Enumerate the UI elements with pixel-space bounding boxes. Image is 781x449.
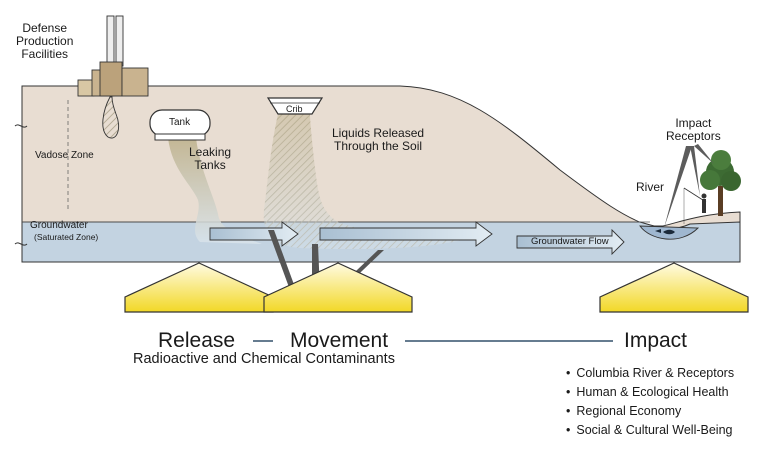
- receptor-pointers: [664, 144, 714, 228]
- impact-item-text: Human & Ecological Health: [576, 385, 729, 399]
- leaking-line-1: Leaking: [189, 145, 232, 159]
- impact-list: Columbia River & Receptors Human & Ecolo…: [566, 364, 734, 440]
- facilities-label: Defense Production Facilities: [16, 21, 74, 62]
- saturated-zone-label: (Saturated Zone): [34, 232, 99, 242]
- vadose-zone-label: Vadose Zone: [35, 150, 94, 161]
- impact-item-text: Social & Cultural Well-Being: [576, 423, 733, 437]
- groundwater-flow-label: Groundwater Flow: [531, 236, 609, 247]
- contaminants-subtitle: Radioactive and Chemical Contaminants: [133, 351, 395, 367]
- tank-icon: [149, 109, 211, 141]
- release-label: Release: [158, 329, 236, 352]
- movement-label: Movement: [290, 329, 389, 352]
- impact-receptors-label: Impact Receptors: [666, 116, 721, 144]
- river-label: River: [636, 180, 665, 194]
- liquids-line-2: Through the Soil: [334, 139, 423, 154]
- impact-item-text: Columbia River & Receptors: [576, 366, 735, 380]
- liquids-released-label: Liquids Released Through the Soil: [332, 126, 425, 154]
- impact-item-text: Regional Economy: [576, 404, 682, 418]
- liquids-line-1: Liquids Released: [332, 126, 425, 140]
- impact-label: Impact: [624, 329, 688, 352]
- leaking-tanks-label: Leaking Tanks: [189, 145, 232, 173]
- crib-label: Crib: [286, 104, 303, 114]
- tank-label: Tank: [169, 117, 191, 128]
- list-item: Regional Economy: [566, 402, 734, 421]
- flow-arrow-2: [319, 221, 493, 247]
- groundwater-flow-arrow: [516, 228, 625, 256]
- leaking-line-2: Tanks: [194, 158, 226, 173]
- crib-icon: [266, 97, 324, 115]
- list-item: Social & Cultural Well-Being: [566, 421, 734, 440]
- groundwater-label: Groundwater: [30, 220, 88, 231]
- facilities-line-1: Defense: [22, 21, 68, 35]
- list-item: Columbia River & Receptors: [566, 364, 734, 383]
- tank-leak-plume: [168, 138, 262, 244]
- release-stage-arrow: [124, 262, 274, 313]
- receptors-line-1: Impact: [675, 116, 712, 130]
- impact-stage-arrow: [599, 262, 749, 313]
- facility-plume: [102, 96, 119, 139]
- tree-icon: [700, 150, 741, 216]
- movement-stage-arrow: [263, 262, 413, 313]
- list-item: Human & Ecological Health: [566, 383, 734, 402]
- receptors-line-2: Receptors: [666, 129, 721, 144]
- facilities-line-3: Facilities: [21, 47, 69, 62]
- facilities-line-2: Production: [16, 34, 74, 49]
- fisherman-icon: [683, 187, 707, 224]
- defense-facility-building: [77, 15, 149, 97]
